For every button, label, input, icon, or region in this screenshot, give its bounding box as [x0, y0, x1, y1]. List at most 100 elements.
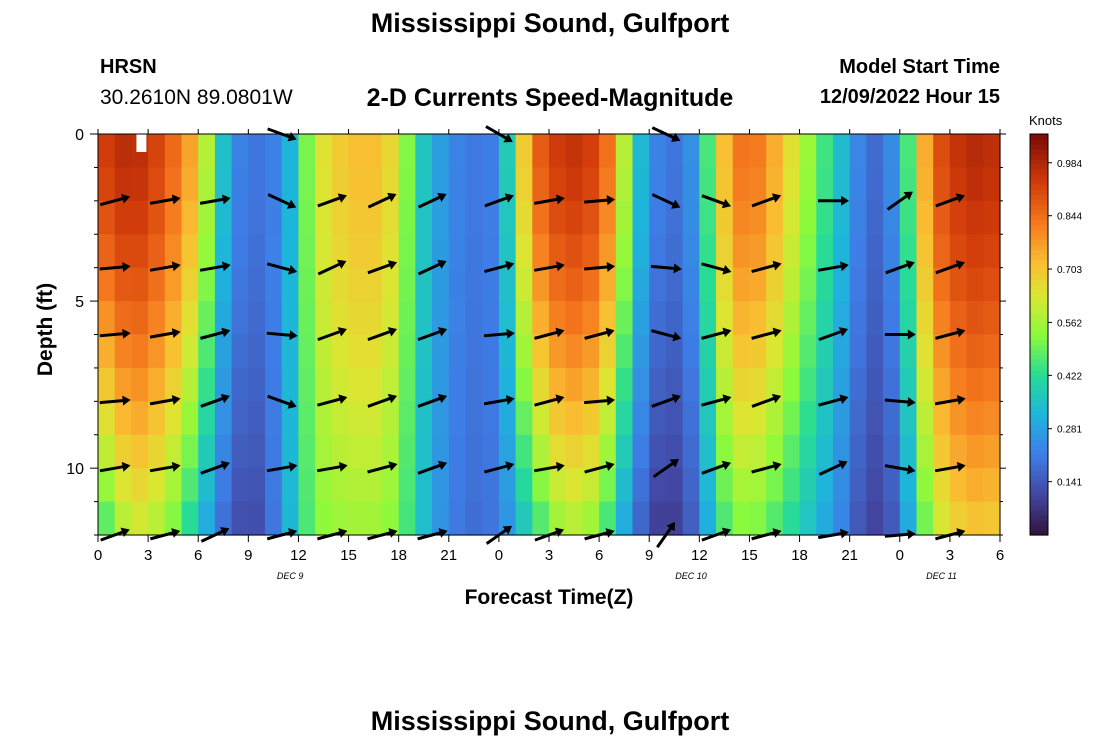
heatmap-cell	[632, 267, 650, 302]
heatmap-cell	[615, 134, 634, 169]
current-arrow	[651, 329, 682, 342]
heatmap-cell	[231, 267, 249, 302]
current-arrow	[885, 260, 915, 275]
heatmap-cell	[732, 200, 751, 235]
heatmap-cell	[933, 401, 951, 436]
colorbar-segment	[1030, 179, 1048, 185]
heatmap-cell	[699, 200, 717, 235]
heatmap-cell	[933, 301, 951, 336]
y-tick-label: 10	[66, 461, 84, 478]
heatmap-cell	[448, 267, 467, 302]
x-tick-label: 15	[340, 547, 357, 564]
heatmap-cell	[214, 501, 233, 536]
heatmap-cell	[532, 367, 550, 402]
y-axis: 0 5 10	[66, 127, 1006, 536]
heatmap-cell	[432, 401, 450, 436]
heatmap-cell	[315, 401, 333, 436]
heatmap-cell	[281, 434, 300, 469]
heatmap-cell	[849, 334, 867, 369]
colorbar-tick-label: 0.141	[1057, 478, 1082, 489]
heatmap-cell	[732, 167, 751, 202]
heatmap-cell	[732, 501, 751, 536]
heatmap-cell	[498, 200, 517, 235]
heatmap-cell	[649, 234, 667, 269]
heatmap-cell	[298, 468, 316, 503]
heatmap-cell	[716, 301, 734, 336]
heatmap-cell	[265, 134, 283, 169]
colorbar-segment	[1030, 419, 1048, 426]
heatmap-cell	[398, 367, 416, 402]
heatmap-cell	[799, 401, 817, 436]
heatmap-cell	[515, 200, 533, 235]
colorbar-segment	[1030, 429, 1048, 436]
heatmap-cell	[498, 234, 517, 269]
x-tick-label: 6	[595, 547, 603, 564]
heatmap-cell	[816, 334, 834, 369]
heatmap-cell	[766, 267, 784, 302]
colorbar-segment	[1030, 224, 1048, 230]
current-arrow	[884, 464, 916, 475]
current-arrow	[701, 194, 732, 209]
heatmap-cell	[615, 200, 634, 235]
heatmap-cell	[415, 200, 433, 235]
colorbar-segment	[1030, 254, 1048, 260]
heatmap-cell	[649, 434, 667, 469]
current-arrow	[935, 193, 965, 208]
heatmap-cell	[732, 334, 751, 369]
heatmap-cell	[298, 401, 316, 436]
heatmap-cell	[415, 134, 433, 169]
heatmap-cell	[699, 334, 717, 369]
heatmap-cell	[766, 468, 784, 503]
heatmap-cell	[582, 367, 600, 402]
heatmap-cell	[749, 501, 767, 536]
heatmap-cell	[949, 401, 968, 436]
heatmap-cell	[782, 234, 801, 269]
heatmap-cell	[732, 367, 751, 402]
heatmap-cell	[498, 434, 517, 469]
current-arrow	[266, 461, 298, 473]
heatmap-cell	[966, 200, 984, 235]
heatmap-cell	[482, 167, 500, 202]
heatmap-cell	[515, 468, 533, 503]
heatmap-cell	[966, 434, 984, 469]
x-tick-label: 18	[791, 547, 808, 564]
heatmap-cell	[398, 434, 416, 469]
colorbar-segment	[1030, 309, 1048, 316]
colorbar-segment	[1030, 344, 1048, 351]
current-arrow	[934, 461, 966, 473]
heatmap-cell	[816, 267, 834, 302]
heatmap-cell	[983, 401, 1001, 436]
heatmap-cell	[816, 367, 834, 402]
heatmap-cell	[365, 301, 383, 336]
heatmap-cell	[866, 367, 884, 402]
station-coordinates: 30.2610N 89.0801W	[100, 86, 293, 109]
heatmap-cell	[599, 234, 617, 269]
colorbar-segment	[1030, 269, 1048, 275]
heatmap-cell	[649, 167, 667, 202]
heatmap-cell	[782, 134, 801, 169]
heatmap-cell	[916, 401, 934, 436]
colorbar-tick-label: 0.562	[1057, 318, 1082, 329]
heatmap-cell	[949, 267, 968, 302]
heatmap-cell	[448, 301, 467, 336]
colorbar-segment	[1030, 514, 1048, 521]
heatmap-cell	[365, 267, 383, 302]
heatmap-cell	[849, 367, 867, 402]
heatmap-cell	[348, 301, 366, 336]
x-axis: 0 3 6 9 12 15 18 21 0 3 6 9 12 15 18 21 0 3 6 DEC 9 DEC 10 DE…	[94, 129, 1004, 581]
heatmap-cell	[916, 200, 934, 235]
heatmap-cell	[615, 401, 634, 436]
colorbar-segment	[1030, 364, 1048, 371]
y-tick-label: 0	[75, 127, 84, 144]
heatmap-cell	[365, 434, 383, 469]
colorbar-segment	[1030, 439, 1048, 446]
heatmap-cell	[131, 367, 149, 402]
heatmap-cell	[198, 334, 216, 369]
heatmap-cell	[582, 301, 600, 336]
heatmap-cell	[883, 167, 901, 202]
heatmap-cell	[281, 334, 300, 369]
colorbar-unit-label: Knots	[1029, 113, 1063, 128]
heatmap-cell	[131, 501, 149, 536]
heatmap-cell	[315, 200, 333, 235]
heatmap-cell	[582, 334, 600, 369]
